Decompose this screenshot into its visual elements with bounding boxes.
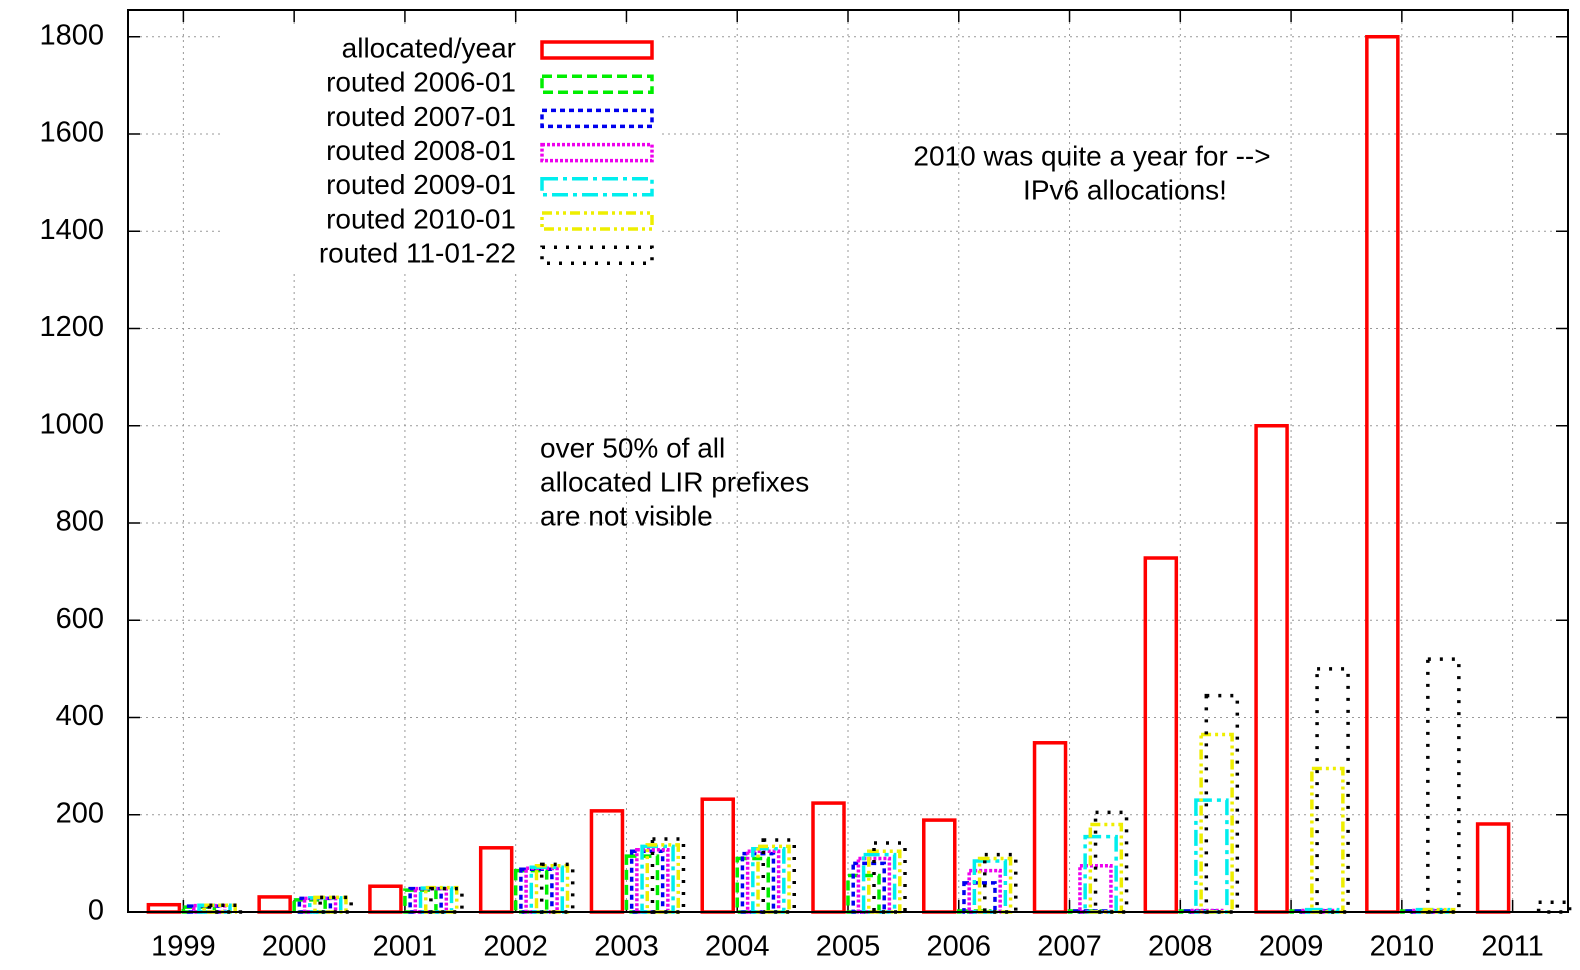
bar — [207, 903, 243, 914]
bar — [257, 895, 292, 914]
bar — [1475, 822, 1511, 914]
annotation: allocated LIR prefixes — [540, 466, 809, 497]
plot-frame — [127, 9, 1569, 913]
bar — [429, 886, 464, 914]
bar — [589, 809, 625, 914]
legend-label: routed 2008-01 — [326, 135, 516, 166]
bar — [700, 797, 735, 914]
annotation: 2010 was quite a year for --> — [913, 140, 1270, 171]
bar — [1032, 741, 1068, 914]
legend-swatch — [540, 74, 654, 94]
x-tick-label: 1999 — [151, 931, 216, 963]
bar — [1304, 907, 1340, 914]
bar — [297, 896, 333, 914]
x-tick-label: 2011 — [1481, 931, 1543, 963]
bar — [1315, 667, 1350, 914]
bar — [1204, 693, 1240, 914]
bar — [761, 838, 796, 914]
bar — [1536, 900, 1572, 914]
bar — [1254, 423, 1289, 914]
legend-swatch — [540, 245, 654, 265]
x-tick-label: 2001 — [373, 931, 438, 963]
bar — [146, 902, 182, 914]
bar — [368, 884, 403, 914]
bar — [1199, 732, 1234, 914]
x-tick-label: 2007 — [1037, 931, 1102, 963]
bar — [1365, 34, 1400, 914]
bar — [856, 856, 892, 914]
annotation: over 50% of all — [540, 432, 725, 463]
x-tick-label: 2003 — [594, 931, 659, 963]
legend-swatch — [540, 177, 654, 197]
legend-label: routed 11-01-22 — [319, 238, 516, 269]
annotation: IPv6 allocations! — [1023, 174, 1227, 205]
bar — [751, 847, 786, 914]
legend-label: routed 2009-01 — [326, 169, 516, 200]
y-tick-label: 1200 — [39, 311, 104, 343]
y-tick-label: 0 — [88, 895, 104, 927]
bar — [922, 818, 957, 914]
legend-label: allocated/year — [342, 32, 516, 63]
legend-swatch — [540, 142, 654, 163]
bar — [1426, 657, 1461, 914]
bar — [202, 903, 237, 914]
bar — [811, 801, 846, 914]
x-tick-label: 2006 — [927, 931, 992, 963]
x-tick-label: 2000 — [262, 931, 327, 963]
y-tick-label: 1600 — [39, 117, 104, 149]
bar — [478, 846, 514, 914]
legend-label: routed 2007-01 — [326, 101, 516, 132]
x-tick-label: 2005 — [816, 931, 881, 963]
x-tick-label: 2010 — [1370, 931, 1435, 963]
legend-label: routed 2006-01 — [326, 67, 516, 98]
bar — [519, 867, 554, 914]
legend-swatch — [540, 211, 654, 231]
bar — [629, 849, 665, 914]
x-tick-label: 2004 — [705, 931, 770, 963]
legend-swatch — [540, 108, 654, 129]
x-tick-label: 2009 — [1259, 931, 1324, 963]
legend-label: routed 2010-01 — [326, 203, 516, 234]
y-tick-label: 1000 — [39, 408, 104, 440]
bar — [1415, 907, 1451, 914]
y-tick-label: 600 — [56, 603, 104, 635]
y-tick-label: 800 — [56, 506, 104, 538]
x-tick-label: 2008 — [1148, 931, 1213, 963]
x-tick-label: 2002 — [483, 931, 548, 963]
y-tick-label: 1400 — [39, 214, 104, 246]
y-tick-label: 1800 — [39, 19, 104, 51]
legend-background — [220, 26, 660, 272]
bar — [635, 848, 670, 914]
bar — [539, 862, 575, 914]
legend-swatch — [540, 40, 654, 60]
annotation: are not visible — [540, 500, 713, 531]
y-tick-label: 200 — [56, 797, 104, 829]
y-tick-label: 400 — [56, 700, 104, 732]
bar — [851, 861, 886, 914]
bar — [1143, 556, 1179, 914]
